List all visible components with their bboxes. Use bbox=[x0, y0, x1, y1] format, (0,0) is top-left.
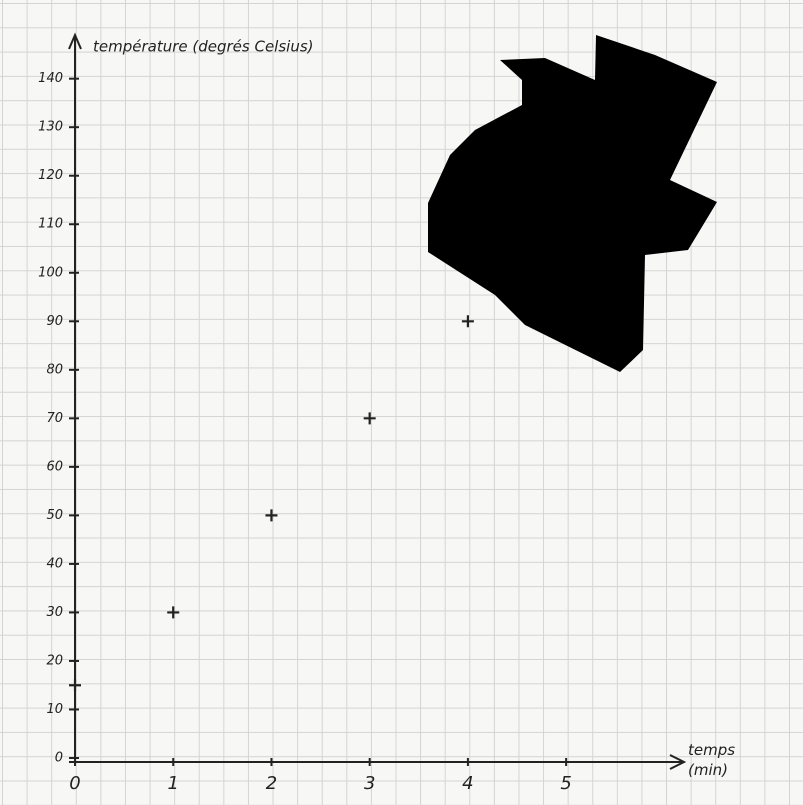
data-point bbox=[364, 412, 376, 424]
x-tick-label: 4 bbox=[462, 773, 473, 794]
chart: température (degrés Celsius) temps (min) 0 1… bbox=[0, 0, 803, 805]
y-tick-label: 40 bbox=[46, 556, 63, 571]
grid-paper: température (degrés Celsius) temps (min) 0 1… bbox=[0, 0, 803, 805]
y-tick-label: 0 bbox=[55, 751, 63, 766]
x-axis-label-line: temps bbox=[688, 741, 735, 759]
y-tick-label: 20 bbox=[46, 653, 63, 668]
y-tick-label: 110 bbox=[38, 217, 63, 232]
y-tick-label: 50 bbox=[46, 508, 63, 523]
y-tick-label: 90 bbox=[46, 314, 63, 329]
data-point bbox=[69, 679, 81, 691]
x-axis-label-line: (min) bbox=[688, 761, 728, 779]
x-tick-label: 5 bbox=[560, 773, 571, 794]
y-tick-label: 60 bbox=[46, 459, 63, 474]
data-point bbox=[167, 606, 179, 618]
y-tick-label: 140 bbox=[38, 71, 63, 86]
y-tick-label: 130 bbox=[38, 120, 63, 135]
data-point bbox=[265, 509, 277, 521]
y-tick-label: 80 bbox=[46, 362, 63, 377]
data-point bbox=[462, 315, 474, 327]
y-tick-label: 100 bbox=[38, 265, 63, 280]
x-tick-label: 2 bbox=[266, 773, 277, 794]
x-tick-label: 1 bbox=[167, 773, 178, 794]
y-axis-label: température (degrés Celsius) bbox=[93, 38, 314, 56]
y-tick-label: 70 bbox=[46, 411, 63, 426]
x-axis-label: temps (min) bbox=[688, 741, 735, 779]
y-tick-label: 10 bbox=[46, 702, 63, 717]
y-tick-label: 120 bbox=[38, 168, 63, 183]
x-tick-label: 0 bbox=[69, 773, 80, 794]
x-tick-label: 3 bbox=[364, 773, 375, 794]
y-tick-label: 30 bbox=[46, 605, 63, 620]
